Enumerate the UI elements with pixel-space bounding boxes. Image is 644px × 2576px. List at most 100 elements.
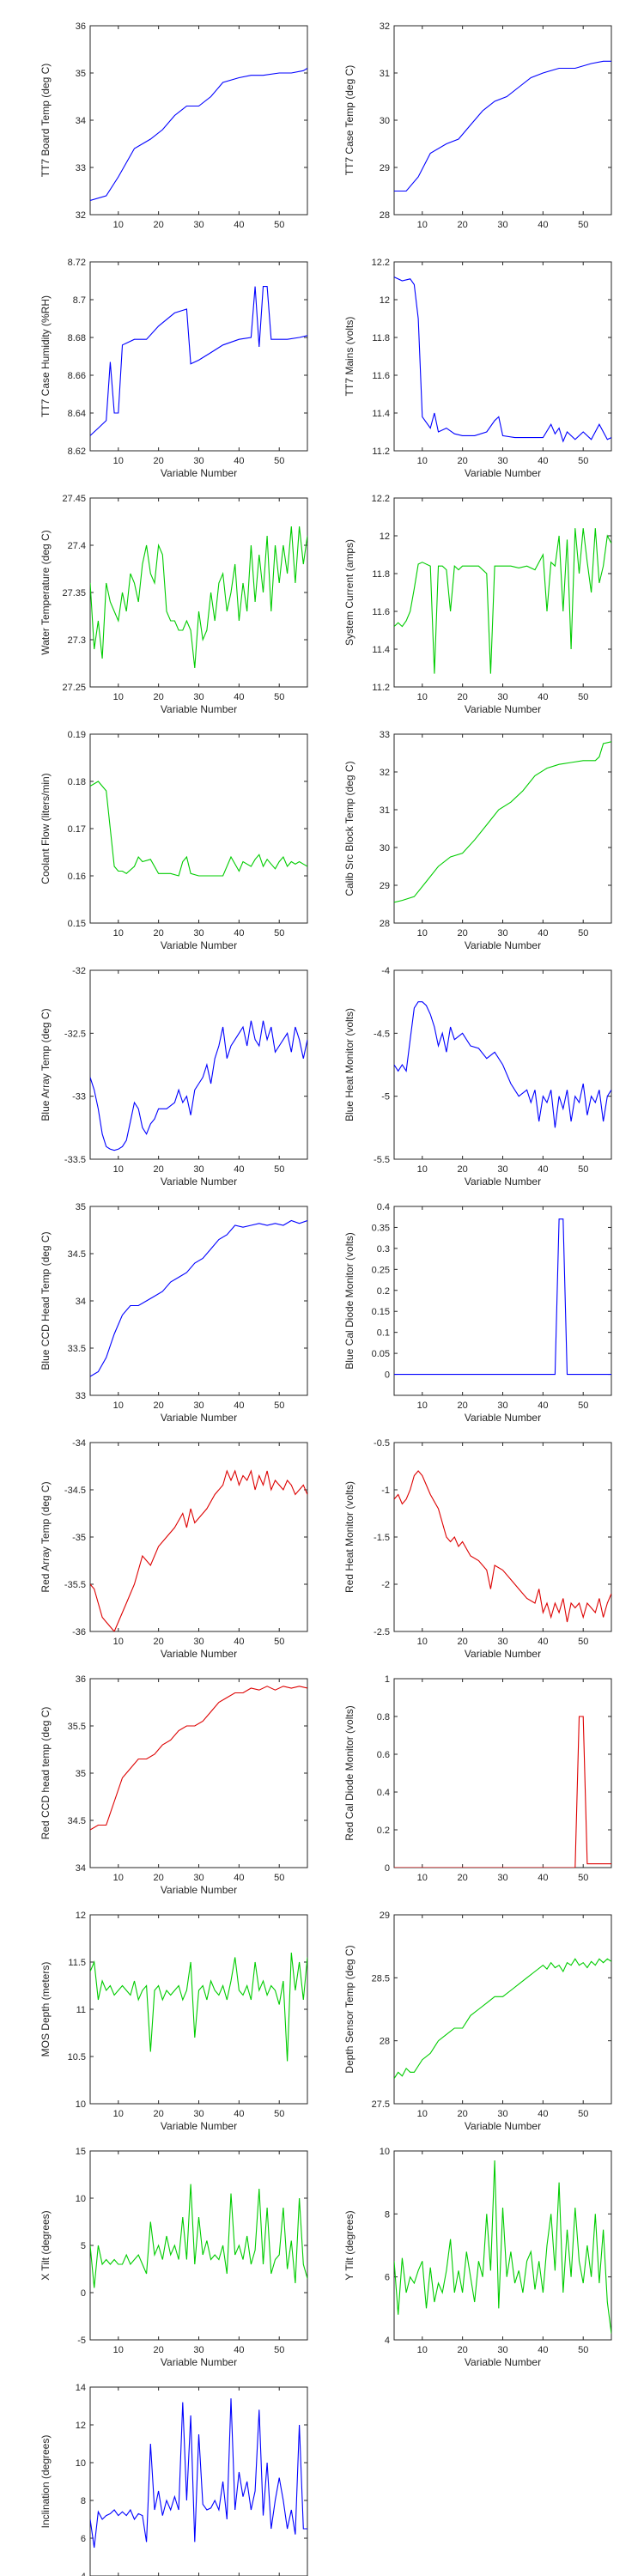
x-tick-label: 50: [274, 1637, 284, 1647]
y-tick-label: 36: [76, 1674, 86, 1685]
x-tick-label: 10: [113, 1873, 124, 1883]
y-axis-label: Red Array Temp (deg C): [39, 1481, 52, 1592]
plot-area: [89, 25, 308, 216]
y-tick-label: 0.05: [372, 1349, 390, 1359]
x-tick-label: 10: [417, 2345, 428, 2355]
y-tick-label: 10: [380, 2147, 390, 2157]
x-axis-label: Variable Number: [161, 1412, 237, 1424]
plot-area: [89, 497, 308, 688]
y-tick-label: -4.5: [374, 1029, 390, 1039]
chart-15: 10 20 30 40 50 34 34.5 35 35.5 36 Variable Number R…: [39, 1674, 308, 1896]
y-axis-label: Red Cal Diode Monitor (volts): [343, 1705, 355, 1840]
x-tick-label: 10: [417, 1873, 428, 1883]
plot-area: [393, 1442, 612, 1632]
y-tick-label: 33: [76, 163, 86, 173]
x-tick-label: 30: [193, 928, 204, 939]
x-tick-label: 50: [578, 2109, 588, 2119]
series-line-1: [90, 1469, 307, 1631]
y-tick-label: 0.2: [377, 1826, 390, 1836]
y-tick-label: 35: [76, 1202, 86, 1212]
y-tick-label: -5: [381, 1092, 390, 1103]
y-tick-label: -0.5: [374, 1438, 390, 1449]
x-tick-label: 40: [538, 456, 548, 466]
y-tick-label: 32: [380, 768, 390, 778]
y-tick-label: 35.5: [68, 1722, 86, 1732]
y-axis-label: X Tilt (degrees): [39, 2210, 52, 2280]
y-tick-label: 27.3: [68, 635, 86, 646]
x-tick-label: 50: [578, 1400, 588, 1411]
y-tick-label: 27.45: [62, 494, 86, 504]
y-tick-label: 29: [380, 163, 390, 173]
x-tick-label: 30: [497, 1637, 507, 1647]
y-tick-label: 11.4: [372, 409, 390, 419]
y-tick-label: 8.72: [68, 258, 86, 268]
x-tick-label: 30: [497, 692, 507, 702]
x-tick-label: 40: [234, 220, 244, 230]
y-tick-label: 11.6: [372, 371, 390, 381]
y-axis-label: Red Heat Monitor (volts): [343, 1481, 355, 1593]
x-tick-label: 10: [417, 928, 428, 939]
chart-10: 10 20 30 40 50 -5.5 -5 -4.5 -4 Variable Number Blu…: [343, 966, 612, 1188]
y-tick-label: 32: [76, 210, 86, 221]
x-tick-label: 10: [417, 1400, 428, 1411]
y-tick-label: 0: [385, 1863, 390, 1874]
x-axis-label: Variable Number: [465, 703, 541, 715]
y-tick-label: 5: [81, 2241, 86, 2251]
x-tick-label: 20: [458, 1873, 468, 1883]
x-tick-label: 20: [154, 220, 164, 230]
x-tick-label: 20: [458, 456, 468, 466]
x-tick-label: 40: [538, 1873, 548, 1883]
x-tick-label: 50: [578, 220, 588, 230]
y-tick-label: 8.62: [68, 447, 86, 457]
x-tick-label: 50: [274, 928, 284, 939]
y-tick-label: -4: [381, 966, 390, 976]
x-tick-label: 10: [113, 2109, 124, 2119]
x-tick-label: 40: [538, 2345, 548, 2355]
chart-7: 10 20 30 40 50 0.15 0.16 0.17 0.18 0.19 Variable N…: [39, 730, 308, 951]
y-axis-label: Calib Src Block Temp (deg C): [343, 761, 355, 896]
y-tick-label: 34: [76, 1863, 86, 1874]
y-tick-label: 31: [380, 69, 390, 79]
x-tick-label: 40: [538, 1400, 548, 1411]
series-line-1: [394, 1218, 611, 1376]
x-tick-label: 20: [458, 2345, 468, 2355]
x-tick-label: 10: [417, 1164, 428, 1175]
y-tick-label: 34: [76, 116, 86, 126]
series-line-1: [394, 528, 611, 674]
y-tick-label: 0: [81, 2288, 86, 2299]
y-tick-label: 27.25: [62, 683, 86, 693]
x-axis-label: Variable Number: [161, 2356, 237, 2368]
y-axis-label: Inclination (degrees): [39, 2435, 52, 2529]
y-tick-label: 27.5: [372, 2099, 390, 2110]
x-tick-label: 10: [113, 692, 124, 702]
x-tick-label: 50: [578, 1873, 588, 1883]
y-tick-label: 36: [76, 21, 86, 32]
x-tick-label: 30: [193, 2109, 204, 2119]
chart-17: 10 20 30 40 50 10 10.5 11 11.5 12 Variable Number M…: [39, 1911, 308, 2132]
x-tick-label: 50: [274, 1400, 284, 1411]
y-tick-label: 12.2: [372, 494, 390, 504]
y-tick-label: -5.5: [374, 1155, 390, 1165]
x-tick-label: 20: [458, 2109, 468, 2119]
y-tick-label: 12: [76, 2421, 86, 2431]
x-tick-label: 50: [578, 456, 588, 466]
x-tick-label: 30: [193, 1637, 204, 1647]
x-tick-label: 50: [578, 928, 588, 939]
series-line-1: [90, 526, 307, 669]
chart-4: 10 20 30 40 50 11.2 11.4 11.6 11.8 12 12.2 Variable…: [343, 258, 612, 479]
y-tick-label: 34.5: [68, 1249, 86, 1260]
x-tick-label: 40: [234, 2345, 244, 2355]
plot-area: [89, 1914, 308, 2105]
y-tick-label: 0.15: [372, 1307, 390, 1317]
y-tick-label: 8.66: [68, 371, 86, 381]
y-tick-label: 6: [385, 2273, 390, 2283]
y-axis-label: TT7 Case Humidity (%RH): [39, 295, 52, 417]
x-tick-label: 20: [458, 1164, 468, 1175]
x-tick-label: 40: [538, 928, 548, 939]
y-tick-label: 15: [76, 2147, 86, 2157]
y-tick-label: 0.25: [372, 1265, 390, 1275]
y-tick-label: 28: [380, 919, 390, 929]
y-tick-label: 0.1: [377, 1328, 390, 1339]
y-tick-label: 11.8: [372, 333, 390, 343]
x-tick-label: 50: [274, 692, 284, 702]
